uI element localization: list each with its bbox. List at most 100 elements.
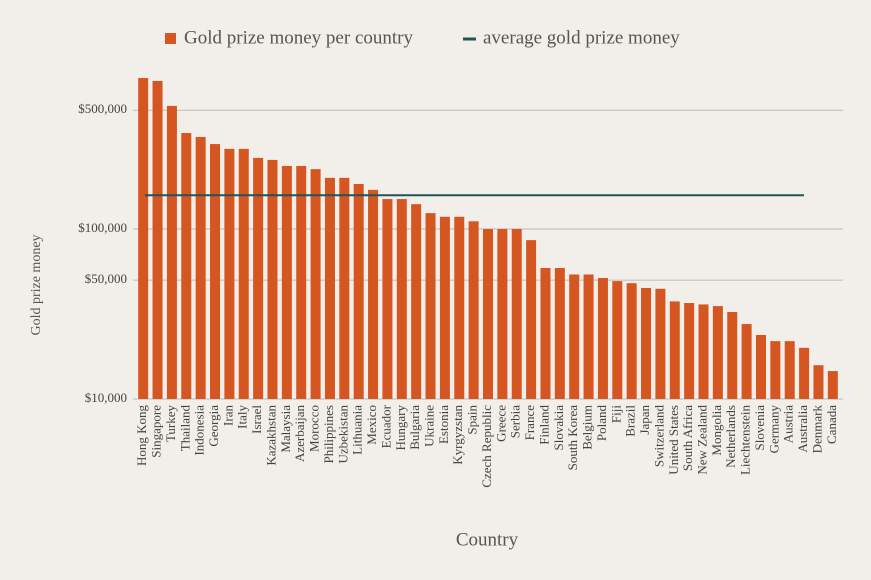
bar [554, 267, 565, 399]
x-tick-label: Indonesia [192, 405, 207, 456]
y-axis-title: Gold prize money [29, 234, 44, 335]
x-axis-title: Country [456, 529, 519, 550]
bar [755, 334, 766, 399]
x-tick-label: Italy [235, 405, 250, 429]
legend-label: average gold prize money [483, 27, 680, 48]
bar [483, 229, 493, 399]
bar [698, 304, 709, 399]
x-tick-label: Georgia [206, 405, 221, 447]
x-tick-label: Morocco [307, 405, 322, 452]
bar [511, 229, 522, 399]
x-tick-label: Uzbekistan [335, 405, 350, 464]
x-tick-label: Belgium [580, 405, 595, 450]
x-tick-label: Israel [249, 405, 264, 434]
bar [195, 136, 206, 399]
x-tick-label: Austria [781, 405, 796, 444]
bar [425, 213, 436, 399]
bar [138, 78, 149, 400]
bar [296, 165, 307, 399]
x-tick-label: Kazakhstan [263, 405, 278, 466]
y-tick-label: $100,000 [78, 220, 127, 235]
bar [382, 199, 393, 399]
x-tick-label: Lithuania [350, 405, 365, 455]
x-tick-label: Fiji [608, 405, 623, 423]
bar [813, 365, 824, 399]
bar [210, 144, 221, 399]
x-tick-label: New Zealand [694, 405, 709, 475]
bar [669, 301, 680, 399]
bar [569, 274, 580, 399]
bar [324, 177, 335, 399]
bar [339, 177, 350, 399]
bar [238, 148, 249, 399]
bar [310, 169, 321, 399]
x-tick-label: Philippines [321, 405, 336, 464]
bar [583, 274, 594, 399]
x-tick-label: Poland [594, 405, 609, 442]
x-tick-label: Denmark [809, 405, 824, 454]
bar [727, 311, 738, 399]
x-tick-label: Mexico [364, 405, 379, 445]
x-tick-label: Bulgaria [407, 405, 422, 450]
bar [439, 216, 450, 399]
x-tick-label: Ecuador [378, 404, 393, 448]
bar [368, 189, 379, 399]
x-tick-label: Malaysia [278, 405, 293, 453]
x-tick-label: Kyrgyzstan [450, 405, 465, 465]
x-tick-label: Germany [766, 405, 781, 454]
bar [468, 221, 479, 399]
y-tick-label: $500,000 [78, 101, 127, 116]
x-tick-label: South Korea [565, 405, 580, 471]
legend-swatch [165, 33, 176, 44]
x-tick-label: Slovenia [752, 405, 767, 451]
bar [396, 199, 407, 399]
bar [741, 324, 752, 399]
x-tick-label: Liechtenstein [738, 405, 753, 476]
x-tick-label: Mongolia [709, 405, 724, 456]
x-tick-label: Singapore [149, 405, 164, 458]
x-tick-label: Brazil [623, 405, 638, 437]
y-tick-label: $50,000 [85, 271, 127, 286]
x-tick-label: Ukraine [422, 405, 437, 447]
x-tick-label: Thailand [177, 405, 192, 452]
bar [497, 229, 508, 399]
bar [612, 281, 623, 399]
x-tick-label: Czech Republic [479, 405, 494, 488]
x-tick-label: United States [666, 405, 681, 475]
bar [411, 204, 422, 399]
bar [166, 105, 177, 399]
bar [827, 371, 838, 399]
x-tick-label: Azerbaijan [292, 405, 307, 463]
bar [655, 288, 666, 399]
bar [540, 267, 551, 399]
bar [784, 341, 795, 399]
x-tick-label: Canada [824, 405, 839, 444]
x-tick-label: Serbia [508, 405, 523, 438]
bar [353, 183, 364, 399]
x-tick-label: Spain [465, 405, 480, 435]
legend-label: Gold prize money per country [184, 27, 413, 48]
x-tick-label: Slovakia [551, 405, 566, 451]
x-tick-label: Finland [536, 405, 551, 445]
bar [712, 306, 723, 399]
bar [281, 165, 292, 399]
x-tick-label: Iran [220, 405, 235, 426]
bar [799, 347, 810, 399]
x-tick-label: Australia [795, 405, 810, 453]
bar [684, 303, 695, 399]
x-tick-label: Hungary [393, 405, 408, 451]
bar [626, 283, 637, 399]
bar [597, 278, 608, 399]
x-tick-label: Estonia [436, 405, 451, 444]
bar [253, 157, 264, 399]
bar [224, 148, 235, 399]
bar [152, 80, 163, 399]
bar [526, 240, 537, 399]
bar [454, 216, 465, 399]
bar [181, 133, 192, 399]
bar [770, 341, 781, 399]
x-tick-label: Switzerland [651, 405, 666, 468]
x-tick-label: Netherlands [723, 405, 738, 468]
x-tick-label: Turkey [163, 405, 178, 443]
